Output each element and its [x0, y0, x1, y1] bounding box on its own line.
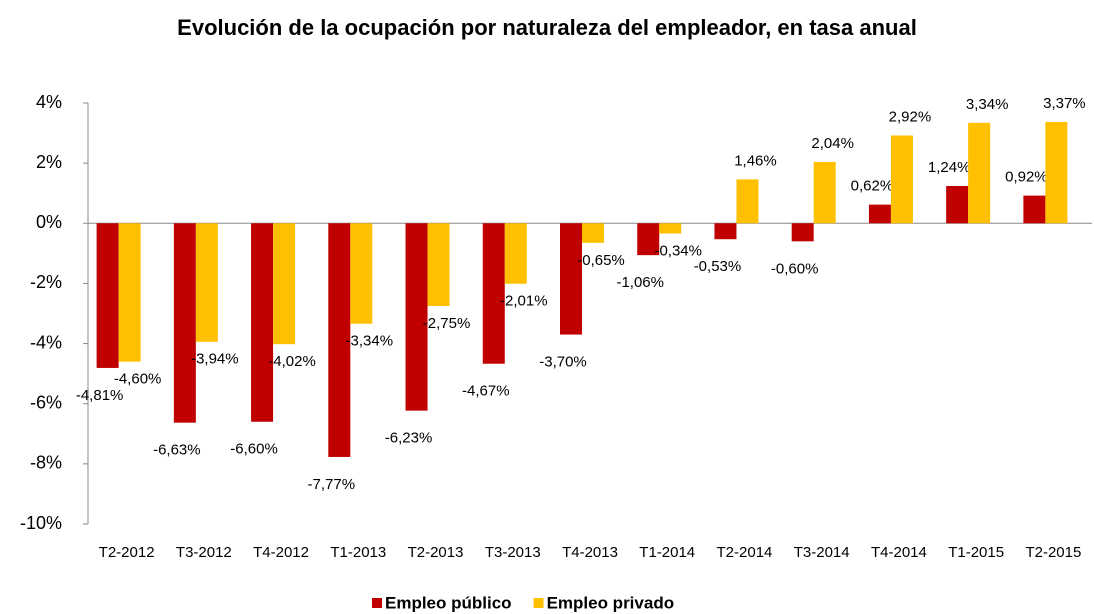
- data-label: 0,92%: [1005, 169, 1048, 186]
- data-label: -2,01%: [500, 293, 548, 310]
- y-tick-label: -6%: [30, 392, 62, 412]
- x-tick-label: T2-2015: [1025, 544, 1081, 561]
- data-label: 2,92%: [889, 108, 932, 125]
- bar: [637, 223, 660, 256]
- y-tick-label: 0%: [36, 212, 62, 232]
- bar: [405, 223, 428, 411]
- data-label: 3,37%: [1043, 95, 1086, 112]
- bar: [328, 223, 351, 457]
- y-tick-label: -8%: [30, 453, 62, 473]
- data-label: -6,60%: [230, 441, 278, 458]
- legend-label: Empleo público: [385, 593, 512, 612]
- legend-swatch: [533, 598, 544, 608]
- bar: [560, 223, 582, 335]
- bar: [890, 135, 913, 224]
- bar: [1023, 195, 1046, 224]
- data-label: 3,34%: [966, 96, 1009, 113]
- x-tick-label: T4-2012: [253, 544, 309, 561]
- data-label: 1,46%: [734, 152, 777, 169]
- bar: [659, 223, 682, 234]
- x-tick-label: T3-2013: [485, 544, 541, 561]
- bar: [482, 223, 505, 364]
- data-label: 1,24%: [928, 159, 971, 176]
- bar: [504, 223, 527, 284]
- legend-swatch: [372, 598, 382, 608]
- bar: [813, 161, 836, 224]
- chart-title: Evolución de la ocupación por naturaleza…: [177, 15, 917, 40]
- data-label: -3,34%: [346, 333, 394, 350]
- bar: [251, 223, 274, 422]
- data-label: -4,81%: [76, 387, 124, 404]
- data-label: -4,67%: [462, 383, 510, 400]
- data-label: -4,02%: [268, 353, 316, 370]
- data-label: -3,70%: [539, 354, 587, 371]
- y-tick-label: -4%: [30, 332, 62, 352]
- data-label: -2,75%: [423, 315, 471, 332]
- bar: [195, 223, 218, 342]
- data-label: 2,04%: [811, 135, 854, 152]
- bar: [118, 223, 141, 362]
- data-label: -0,65%: [577, 252, 625, 269]
- y-tick-label: 2%: [36, 152, 62, 172]
- bar: [96, 223, 119, 368]
- x-tick-label: T4-2014: [871, 544, 927, 561]
- data-label: -4,60%: [114, 371, 162, 388]
- bar: [946, 185, 969, 224]
- data-label: 0,62%: [851, 178, 894, 195]
- data-label: -0,53%: [694, 258, 742, 275]
- bar: [968, 122, 991, 224]
- x-tick-label: T4-2013: [562, 544, 618, 561]
- bar: [273, 223, 296, 345]
- x-tick-label: T2-2014: [717, 544, 773, 561]
- data-label: -7,77%: [308, 476, 356, 493]
- x-tick-label: T2-2012: [99, 544, 155, 561]
- bar: [582, 223, 604, 243]
- data-label: -3,94%: [191, 351, 239, 368]
- data-label: -0,34%: [654, 242, 702, 259]
- bar: [350, 223, 373, 324]
- x-tick-label: T1-2015: [948, 544, 1004, 561]
- bar: [868, 204, 891, 224]
- bar: [736, 179, 759, 224]
- x-tick-label: T3-2012: [176, 544, 232, 561]
- y-tick-label: -10%: [20, 513, 62, 533]
- x-tick-label: T3-2014: [794, 544, 850, 561]
- data-label: -6,63%: [153, 442, 201, 459]
- y-tick-label: -2%: [30, 272, 62, 292]
- bar: [791, 223, 814, 242]
- bar: [1045, 121, 1068, 224]
- x-tick-label: T1-2014: [639, 544, 695, 561]
- legend-label: Empleo privado: [547, 593, 675, 612]
- y-tick-label: 4%: [36, 92, 62, 112]
- data-label: -1,06%: [616, 274, 664, 291]
- bar: [714, 223, 737, 240]
- x-tick-label: T1-2013: [330, 544, 386, 561]
- data-label: -6,23%: [385, 430, 433, 447]
- x-tick-label: T2-2013: [408, 544, 464, 561]
- data-label: -0,60%: [771, 260, 819, 277]
- bar: [427, 223, 450, 306]
- bar: [173, 223, 196, 423]
